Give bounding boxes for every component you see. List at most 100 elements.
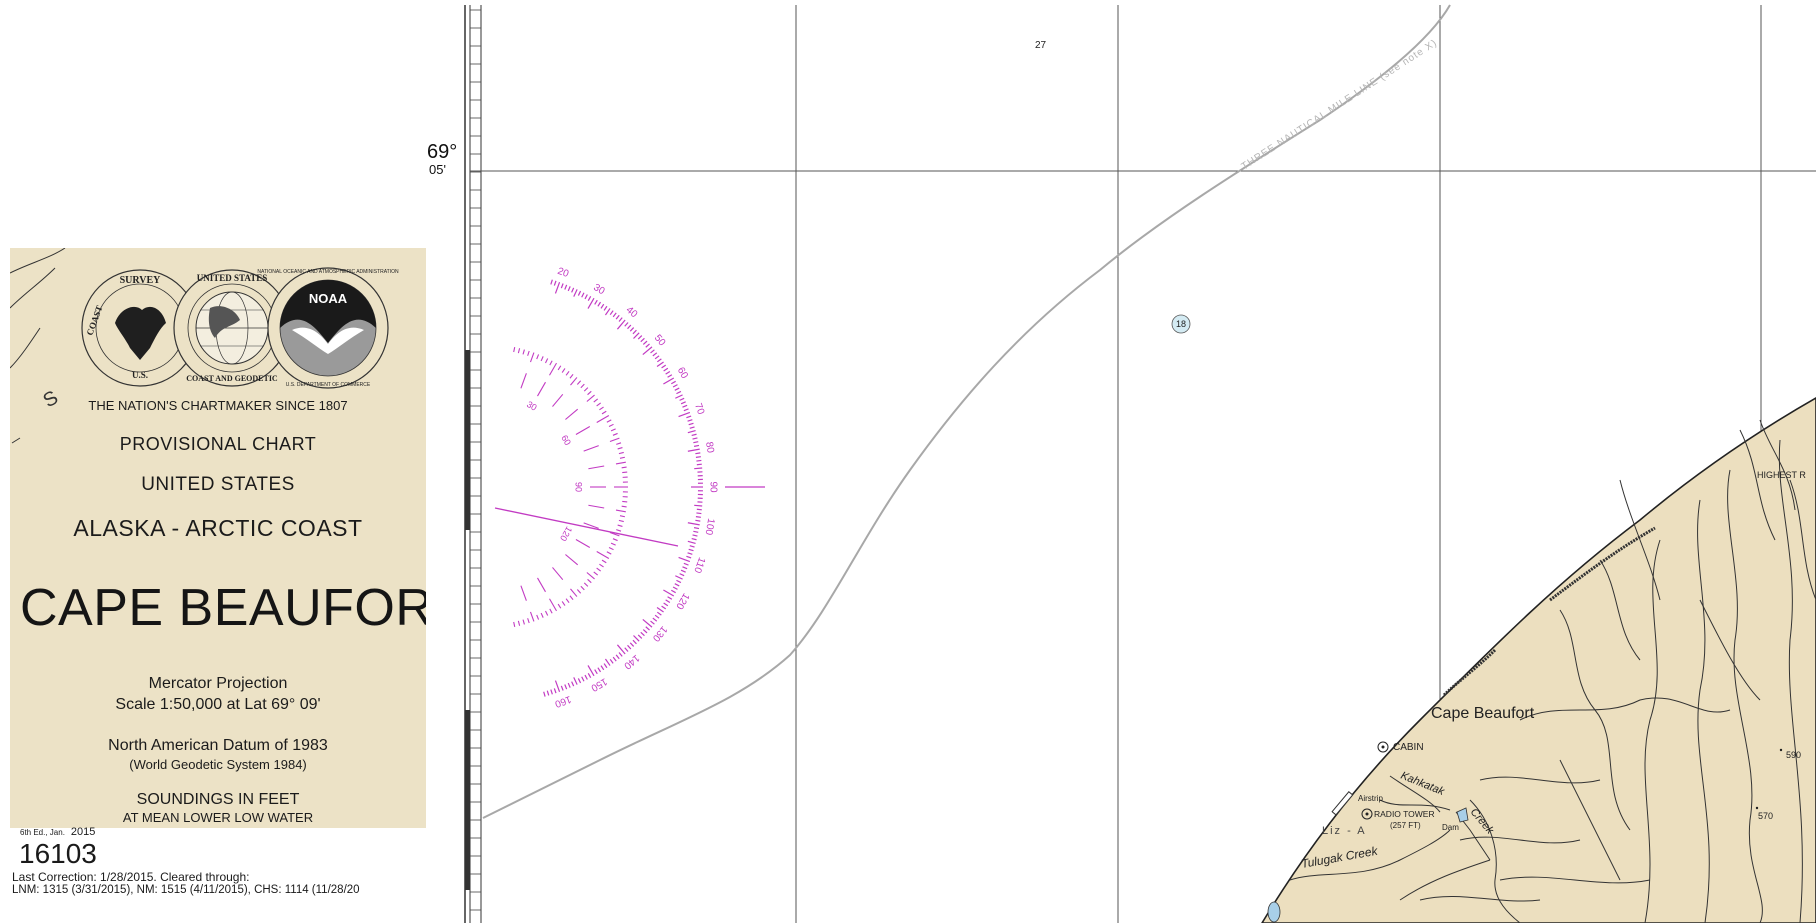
seal-usc-text: UNITED STATES: [197, 273, 267, 283]
compass-outer-tick: [546, 690, 550, 696]
compass-inner-tick: [609, 437, 620, 443]
seal-geodetic-text: COAST AND GEODETIC: [186, 374, 278, 383]
edition-year: 2015: [70, 826, 96, 838]
compass-inner-tick: [529, 352, 535, 363]
compass-inner-tick: [540, 356, 544, 362]
compass-outer-tick: [616, 644, 626, 655]
compass-outer-tick: [695, 452, 701, 455]
compass-outer-tick: [642, 629, 648, 634]
compass-outer-tick: [612, 656, 617, 662]
compass-outer-tick: [616, 319, 626, 330]
compass-inner-tick: [616, 529, 622, 532]
compass-inner-label: 90: [574, 482, 584, 492]
noaa-seal: NOAA NATIONAL OCEANIC AND ATMOSPHERIC AD…: [257, 267, 399, 389]
compass-outer-tick: [695, 516, 701, 518]
noaa-gull: [292, 327, 364, 354]
scale-bar-segment: [465, 710, 470, 890]
compass-inner-dash: [552, 567, 564, 581]
compass-inner-tick: [587, 578, 592, 584]
compass-inner-dash: [565, 554, 579, 566]
compass-inner-dash: [583, 522, 599, 529]
compass-inner-tick: [527, 618, 530, 624]
compass-inner-tick: [596, 551, 610, 559]
compass-outer-tick: [603, 305, 608, 311]
compass-outer-tick: [678, 556, 691, 563]
label-elev-570: 570: [1758, 811, 1773, 821]
lake: [1267, 901, 1281, 923]
cabin-symbol-dot: [1381, 745, 1385, 749]
compass-outer-tick: [688, 422, 694, 426]
compass-outer-tick: [693, 527, 700, 530]
motto: THE NATION'S CHARTMAKER SINCE 1807: [88, 398, 348, 413]
compass-inner-tick: [596, 415, 610, 423]
compass-inner-tick: [580, 585, 585, 591]
compass-inner-tick: [527, 350, 530, 356]
commerce-ring-text: U.S. DEPARTMENT OF COMMERCE: [286, 382, 371, 388]
compass-outer-tick: [674, 583, 680, 587]
compass-outer-tick: [663, 589, 675, 597]
compass-outer-tick: [594, 669, 598, 675]
compass-inner-tick: [606, 551, 612, 555]
compass-outer-tick: [687, 429, 696, 434]
compass-inner-tick: [606, 419, 612, 423]
radio-tower-symbol-dot: [1365, 812, 1369, 816]
compass-outer-tick: [564, 684, 568, 690]
compass-inner-tick: [587, 390, 592, 396]
compass-outer-tick: [695, 519, 701, 522]
compass-outer-tick: [667, 596, 673, 600]
compass-outer-tick: [671, 380, 676, 385]
compass-inner-tick: [517, 348, 521, 354]
compass-inner-tick: [601, 410, 607, 415]
compass-inner-tick: [561, 368, 566, 373]
label-highest: HIGHEST R: [1757, 470, 1806, 480]
compass-outer-tick: [573, 677, 578, 685]
compass-outer-label: 110: [691, 556, 707, 575]
latitude-minutes: 05': [429, 162, 446, 177]
bluff: [1442, 648, 1497, 697]
compass-inner-tick: [622, 500, 628, 503]
compass-outer-tick: [604, 658, 611, 666]
compass-outer-tick: [689, 545, 695, 548]
compass-inner-tick: [576, 589, 582, 594]
compass-outer-tick: [696, 508, 702, 511]
compass-outer-tick: [609, 310, 614, 316]
compass-inner-tick: [617, 524, 623, 527]
chart-title: CAPE BEAUFORT: [20, 579, 426, 637]
compass-inner-tick: [549, 608, 553, 614]
compass-inner-tick: [517, 620, 521, 626]
compass-outer-tick: [652, 617, 658, 622]
compass-outer-tick: [683, 562, 689, 566]
compass-outer-tick: [680, 569, 686, 573]
compass-outer-tick: [629, 642, 635, 647]
compass-inner-tick: [545, 610, 549, 616]
compass-outer-tick: [682, 404, 688, 408]
last-correction: Last Correction: 1/28/2015. Cleared thro…: [12, 870, 250, 884]
compass-outer-tick: [618, 652, 623, 657]
compass-outer-tick: [674, 387, 680, 391]
compass-inner-tick: [615, 509, 626, 513]
compass-inner-label: 60: [559, 433, 573, 447]
pond: [1456, 807, 1469, 823]
compass-inner-tick: [609, 531, 620, 537]
edition-block: 6th Ed., Jan. 2015 16103 Last Correction:…: [12, 826, 432, 923]
compass-inner-tick: [536, 614, 540, 620]
chart-border: [464, 5, 482, 923]
compass-outer-tick: [645, 343, 650, 348]
label-radio-tower-height: (257 FT): [1390, 821, 1421, 830]
compass-inner-tick: [557, 603, 562, 609]
survey-seal: SURVEY COAST U.S.: [81, 269, 199, 387]
compass-outer-label: 150: [589, 675, 609, 693]
compass-inner-tick: [610, 542, 616, 546]
compass-outer-tick: [627, 644, 632, 650]
compass-outer-tick: [663, 377, 675, 385]
compass-outer-tick: [571, 287, 575, 293]
compass-outer-tick: [584, 674, 588, 680]
edition-line: 6th Ed., Jan. 2015: [20, 826, 95, 838]
compass-inner-tick: [570, 377, 578, 386]
compass-outer-tick: [675, 394, 683, 399]
compass-outer-tick: [696, 512, 702, 515]
compass-outer-tick: [676, 579, 682, 584]
compass-outer-tick: [553, 280, 557, 286]
compass-outer-tick: [672, 384, 678, 388]
